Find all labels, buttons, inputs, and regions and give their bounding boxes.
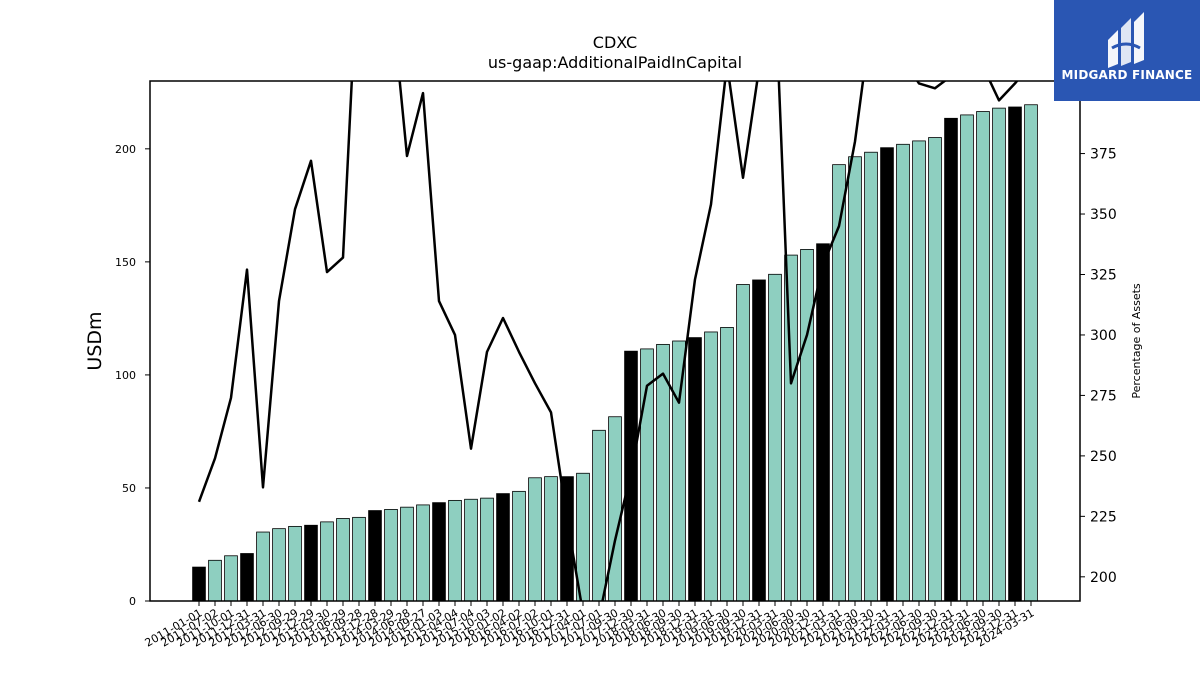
bar	[912, 140, 926, 602]
y-tick-label: 0	[129, 595, 136, 608]
bar	[832, 164, 846, 602]
bar	[320, 521, 334, 602]
bar	[256, 531, 270, 602]
y-axis-right: 200 225 250 275 300 325 350 375	[1080, 147, 1117, 586]
bar	[528, 477, 542, 602]
bar	[752, 279, 766, 602]
y2-tick-label: 325	[1090, 267, 1117, 283]
bar	[608, 416, 622, 602]
bar	[224, 555, 238, 602]
y-tick-label: 150	[115, 256, 136, 269]
chart-subtitle: us-gaap:AdditionalPaidInCapital	[488, 53, 742, 72]
bar	[208, 559, 222, 602]
line-series	[197, 81, 1019, 601]
chart-title: CDXC	[593, 33, 637, 52]
y2-tick-label: 275	[1090, 388, 1117, 404]
bar	[976, 111, 990, 602]
bar	[688, 337, 702, 602]
bar	[240, 553, 254, 602]
y2-tick-label: 300	[1090, 328, 1117, 344]
y-axis-left: 0 50 100 150 200	[115, 143, 150, 608]
bar	[1024, 104, 1038, 602]
bar	[416, 504, 430, 602]
bar	[304, 524, 318, 602]
y2-tick-label: 200	[1090, 570, 1117, 586]
y2-tick-label: 375	[1090, 147, 1117, 163]
bar	[800, 249, 814, 602]
bar	[192, 566, 206, 602]
bar	[384, 509, 398, 602]
bar	[592, 429, 606, 602]
bar	[432, 502, 446, 602]
bar	[944, 117, 958, 602]
bar	[336, 518, 350, 602]
bar	[288, 525, 302, 602]
y-tick-label: 50	[122, 482, 136, 495]
bar	[448, 499, 462, 602]
bar	[704, 331, 718, 602]
logo-text: MIDGARD FINANCE	[1061, 68, 1193, 82]
midgard-finance-logo: MIDGARD FINANCE	[1054, 0, 1200, 101]
bar	[928, 137, 942, 602]
y2-axis-label: Percentage of Assets	[1130, 283, 1143, 399]
bar	[1008, 106, 1022, 602]
bar	[992, 107, 1006, 602]
y-tick-label: 100	[115, 369, 136, 382]
percentage-of-assets-line	[197, 81, 1019, 601]
bar	[864, 151, 878, 602]
x-axis: 2011-01-012011-07-022011-10-012011-12-31…	[143, 601, 1037, 650]
bar	[496, 493, 510, 602]
bar	[736, 284, 750, 602]
bar-series	[192, 104, 1038, 602]
bar	[816, 243, 830, 602]
logo-mark-icon	[1108, 12, 1144, 68]
bar	[896, 143, 910, 602]
bar	[464, 498, 478, 602]
bar	[784, 254, 798, 602]
y2-tick-label: 225	[1090, 509, 1117, 525]
y2-tick-label: 350	[1090, 207, 1117, 223]
bar	[544, 476, 558, 602]
bar	[672, 340, 686, 602]
bar	[272, 528, 286, 602]
bar	[880, 147, 894, 602]
bar	[960, 114, 974, 602]
bar	[848, 156, 862, 602]
bar	[720, 327, 734, 602]
bar	[400, 506, 414, 602]
bar	[512, 490, 526, 602]
y-axis-label: USDm	[84, 311, 106, 370]
y2-tick-label: 250	[1090, 449, 1117, 465]
bar	[768, 273, 782, 602]
bar	[352, 516, 366, 602]
bar	[368, 510, 382, 602]
y-tick-label: 200	[115, 143, 136, 156]
bar	[480, 497, 494, 602]
